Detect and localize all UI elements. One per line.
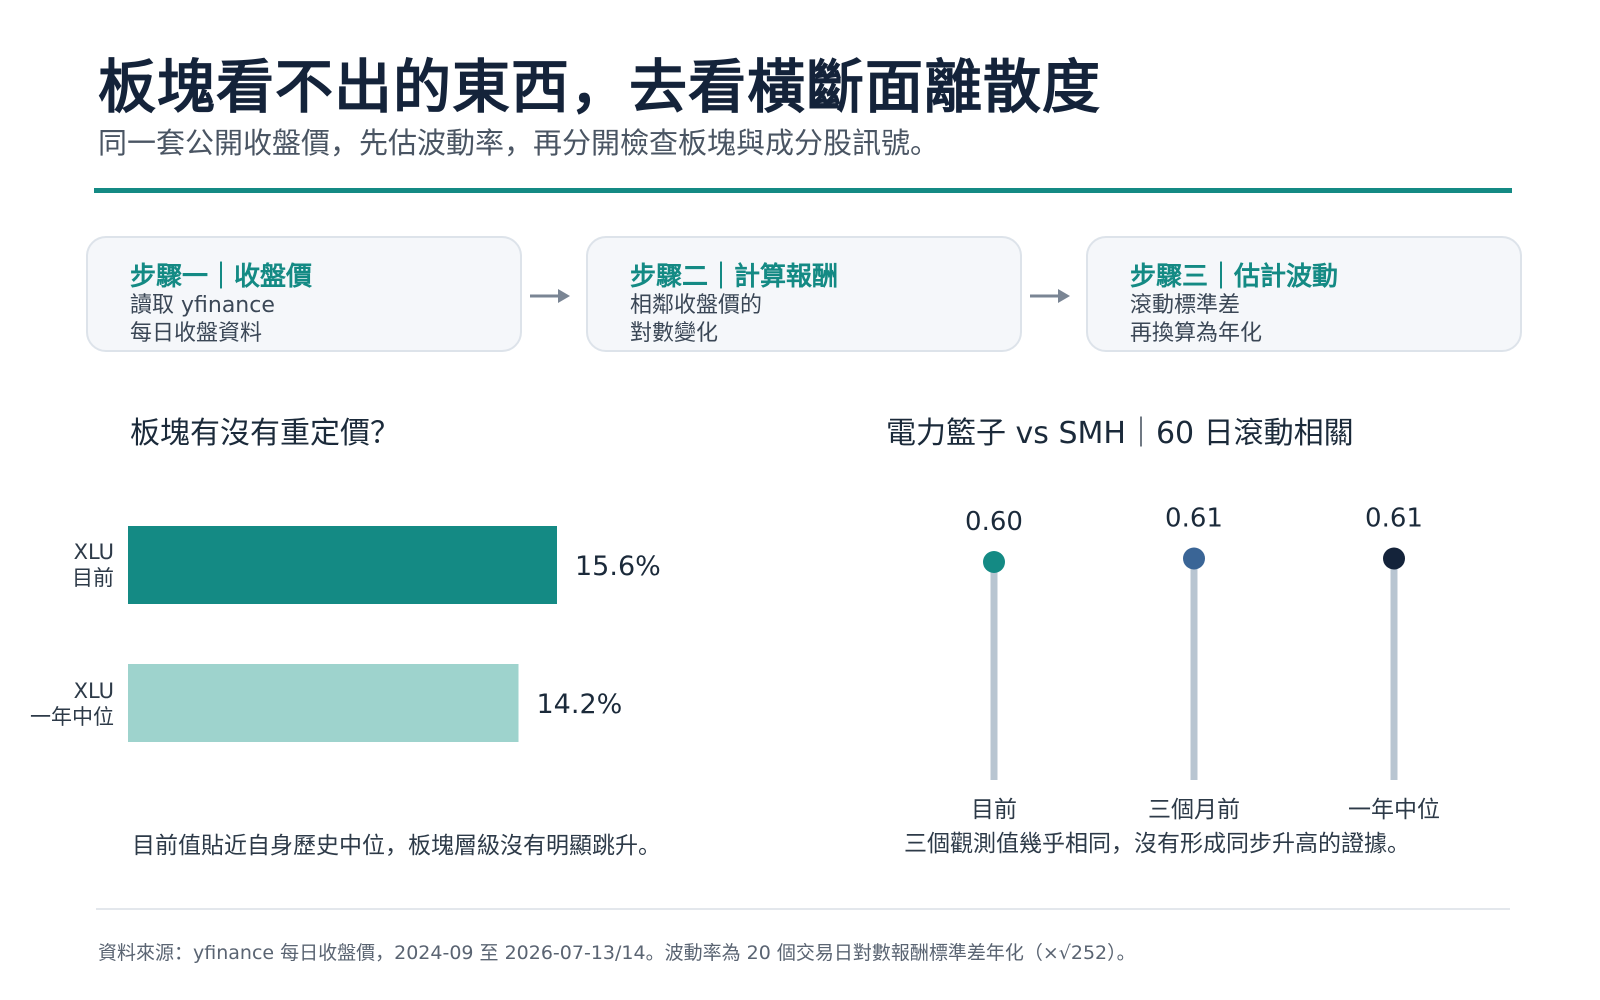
bar-value-label: 15.6% — [575, 551, 661, 582]
bar — [128, 664, 519, 742]
bar-category-label: XLU 一年中位 — [30, 678, 114, 730]
step-title: 步驟一｜收盤價 — [130, 262, 313, 292]
category-line: 一年中位 — [30, 705, 114, 729]
right-chart-title: 電力籃子 vs SMH｜60 日滾動相關 — [886, 416, 1354, 451]
step-card-2: 步驟二｜計算報酬 相鄰收盤價的 對數變化 — [586, 236, 1022, 352]
bar-category-label: XLU 目前 — [72, 539, 114, 591]
right-chart-note: 三個觀測值幾乎相同，沒有形成同步升高的證據。 — [904, 831, 1410, 857]
footer-divider — [96, 908, 1510, 910]
lollipop-category-label: 目前 — [971, 797, 1017, 823]
arrow-right-icon — [530, 289, 570, 303]
step-line: 每日收盤資料 — [130, 321, 263, 346]
step-line: 讀取 yfinance — [130, 293, 275, 318]
page-title: 板塊看不出的東西，去看橫斷面離散度 — [98, 53, 1102, 121]
left-chart-title: 板塊有沒有重定價？ — [130, 416, 400, 451]
lollipop-value-label: 0.61 — [1165, 504, 1223, 534]
header-divider — [94, 188, 1512, 193]
lollipop-dot — [983, 551, 1005, 573]
lollipop-category-label: 三個月前 — [1148, 797, 1240, 823]
lollipop-value-label: 0.60 — [965, 507, 1023, 537]
bar-value-label: 14.2% — [537, 689, 623, 720]
category-line: XLU — [73, 679, 114, 703]
lollipop-dot — [1183, 547, 1205, 570]
source-note: 資料來源：yfinance 每日收盤價，2024-09 至 2026-07-13… — [98, 942, 1136, 964]
left-chart-note: 目前值貼近自身歷史中位，板塊層級沒有明顯跳升。 — [132, 833, 661, 859]
lollipop-value-label: 0.61 — [1365, 504, 1423, 534]
step-title: 步驟三｜估計波動 — [1130, 262, 1339, 292]
lollipop-category-label: 一年中位 — [1348, 797, 1440, 823]
step-card-1: 步驟一｜收盤價 讀取 yfinance 每日收盤資料 — [86, 236, 522, 352]
step-line: 相鄰收盤價的 — [630, 293, 763, 318]
category-line: XLU — [73, 540, 114, 564]
arrow-right-icon — [1030, 289, 1070, 303]
step-card-3: 步驟三｜估計波動 滾動標準差 再換算為年化 — [1086, 236, 1522, 352]
category-line: 目前 — [72, 566, 114, 590]
step-line: 滾動標準差 — [1130, 293, 1241, 318]
lollipop-dot — [1383, 547, 1405, 570]
step-line: 對數變化 — [630, 321, 719, 346]
step-line: 再換算為年化 — [1130, 321, 1263, 346]
page-subtitle: 同一套公開收盤價，先估波動率，再分開檢查板塊與成分股訊號。 — [98, 126, 940, 160]
bar — [128, 526, 557, 604]
step-title: 步驟二｜計算報酬 — [630, 262, 839, 292]
